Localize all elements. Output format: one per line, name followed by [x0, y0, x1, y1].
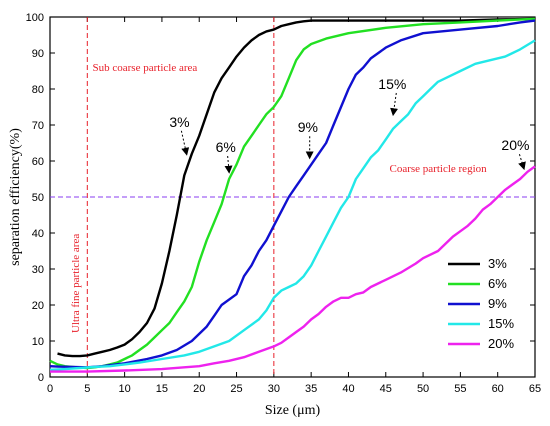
y-tick-label: 20	[32, 300, 44, 312]
x-tick-label: 50	[417, 383, 429, 395]
y-tick-label: 100	[26, 12, 44, 24]
legend-label-5: 20%	[488, 336, 514, 351]
annotation-arrow-lbl-6	[224, 155, 233, 174]
annotation-ultra-fine: Ultra fine particle area	[70, 234, 82, 333]
x-tick-label: 30	[268, 383, 280, 395]
annotation-lbl-9: 9%	[298, 119, 318, 135]
annotation-lbl-6: 6%	[216, 139, 236, 155]
x-tick-label: 10	[118, 383, 130, 395]
annotation-arrow-lbl-15	[390, 92, 399, 117]
y-tick-label: 10	[32, 336, 44, 348]
x-tick-label: 25	[230, 383, 242, 395]
y-tick-label: 90	[32, 48, 44, 60]
y-tick-label: 50	[32, 192, 44, 204]
x-tick-label: 65	[529, 383, 541, 395]
annotation-coarse: Coarse particle region	[390, 163, 488, 175]
series-line-3	[49, 19, 536, 369]
x-tick-label: 40	[342, 383, 354, 395]
x-tick-label: 5	[84, 383, 90, 395]
x-tick-label: 60	[492, 383, 504, 395]
series-line-1	[57, 17, 536, 358]
series-line-5	[50, 165, 536, 373]
x-tick-label: 35	[305, 383, 317, 395]
series-line-4	[49, 39, 536, 371]
y-tick-label: 70	[32, 120, 44, 132]
annotation-lbl-15: 15%	[378, 76, 406, 92]
annotation-lbl-20: 20%	[501, 137, 529, 153]
x-axis-label: Size (μm)	[265, 403, 321, 418]
y-axis-label: separation efficiency(%)	[8, 128, 23, 266]
x-tick-label: 55	[454, 383, 466, 395]
y-tick-label: 60	[32, 156, 44, 168]
y-tick-label: 0	[38, 372, 44, 384]
y-tick-label: 80	[32, 84, 44, 96]
x-tick-label: 45	[380, 383, 392, 395]
y-tick-label: 30	[32, 264, 44, 276]
x-tick-label: 15	[156, 383, 168, 395]
annotation-arrow-lbl-20	[518, 154, 526, 171]
annotation-arrow-lbl-3	[180, 130, 190, 156]
x-tick-label: 20	[193, 383, 205, 395]
legend-label-1: 3%	[488, 256, 507, 271]
annotation-lbl-3: 3%	[169, 114, 189, 130]
y-tick-label: 40	[32, 228, 44, 240]
annotation-sub-coarse: Sub coarse particle area	[93, 62, 198, 74]
legend-label-3: 9%	[488, 296, 507, 311]
legend-label-2: 6%	[488, 276, 507, 291]
legend-label-4: 15%	[488, 316, 514, 331]
x-tick-label: 0	[47, 383, 53, 395]
